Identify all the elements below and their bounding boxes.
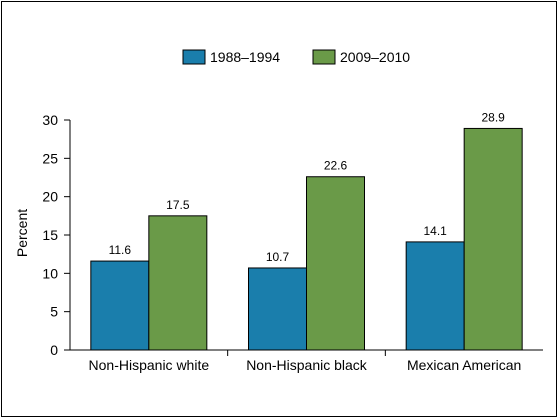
bar: [405, 241, 465, 351]
data-label: 10.7: [266, 250, 290, 264]
y-axis: 0 5 10 15 20 25 30: [42, 112, 71, 358]
data-label: 17.5: [166, 198, 190, 212]
y-tick-label: 30: [42, 112, 58, 128]
bars: 11.6 17.5 10.7 22.6 14.1 28.9: [90, 110, 523, 351]
data-label: 11.6: [109, 243, 132, 257]
legend-swatch: [312, 49, 336, 65]
legend-swatch: [182, 49, 206, 65]
x-tick-label: Non-Hispanic white: [89, 357, 210, 373]
data-label: 28.9: [481, 110, 505, 124]
x-tick-label: Mexican American: [407, 357, 521, 373]
y-tick-label: 15: [42, 227, 58, 243]
legend: 1988–1994 2009–2010: [182, 49, 410, 65]
data-label: 22.6: [324, 159, 348, 173]
legend-label: 1988–1994: [210, 49, 280, 65]
x-axis: Non-Hispanic white Non-Hispanic black Mexi…: [70, 349, 543, 373]
y-axis-label: Percent: [14, 209, 30, 257]
y-tick-label: 25: [42, 150, 58, 166]
legend-label: 2009–2010: [340, 49, 410, 65]
y-tick-label: 0: [50, 342, 58, 358]
bar: [306, 176, 365, 351]
bar: [463, 127, 523, 351]
bar: [90, 260, 150, 351]
y-tick-label: 5: [50, 304, 58, 320]
x-tick-label: Non-Hispanic black: [246, 357, 368, 373]
bar: [248, 267, 307, 351]
y-tick-label: 10: [42, 265, 58, 281]
y-tick-label: 20: [42, 189, 58, 205]
data-label: 14.1: [423, 224, 447, 238]
bar: [148, 215, 208, 351]
